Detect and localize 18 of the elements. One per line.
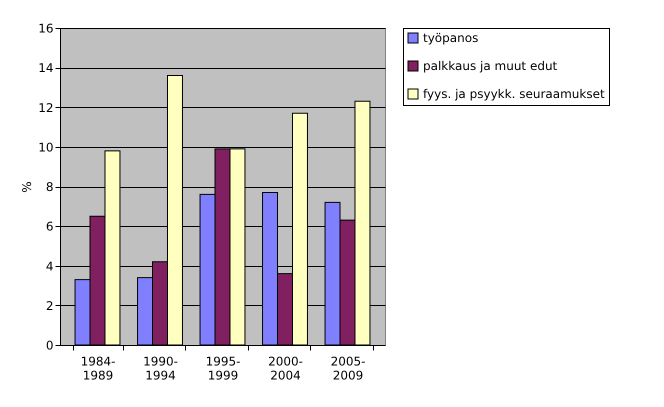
y-axis-title: %	[20, 181, 34, 193]
legend-label: fyys. ja psyykk. seuraamukset	[423, 87, 605, 101]
y-tick-label: 8	[46, 180, 54, 194]
x-tick-label: 1990-1994	[143, 354, 178, 382]
y-tick-label: 10	[38, 140, 54, 154]
x-tick-label: 2000-2004	[268, 354, 303, 382]
legend-label: työpanos	[423, 31, 478, 45]
x-tick-label: 2005-2009	[330, 354, 366, 382]
y-tick-label: 14	[38, 61, 54, 76]
x-tick-label: 1984-1989	[80, 354, 116, 382]
legend-label: palkkaus ja muut edut	[423, 59, 558, 73]
y-tick-label: 2	[46, 298, 54, 313]
y-tick-label: 16	[38, 22, 54, 36]
y-tick-label: 6	[46, 220, 54, 234]
y-tick-label: 4	[46, 259, 54, 274]
x-tick-label: 1995-1999	[206, 354, 240, 382]
y-tick-label: 0	[46, 338, 54, 352]
y-tick-label: 12	[38, 100, 54, 115]
